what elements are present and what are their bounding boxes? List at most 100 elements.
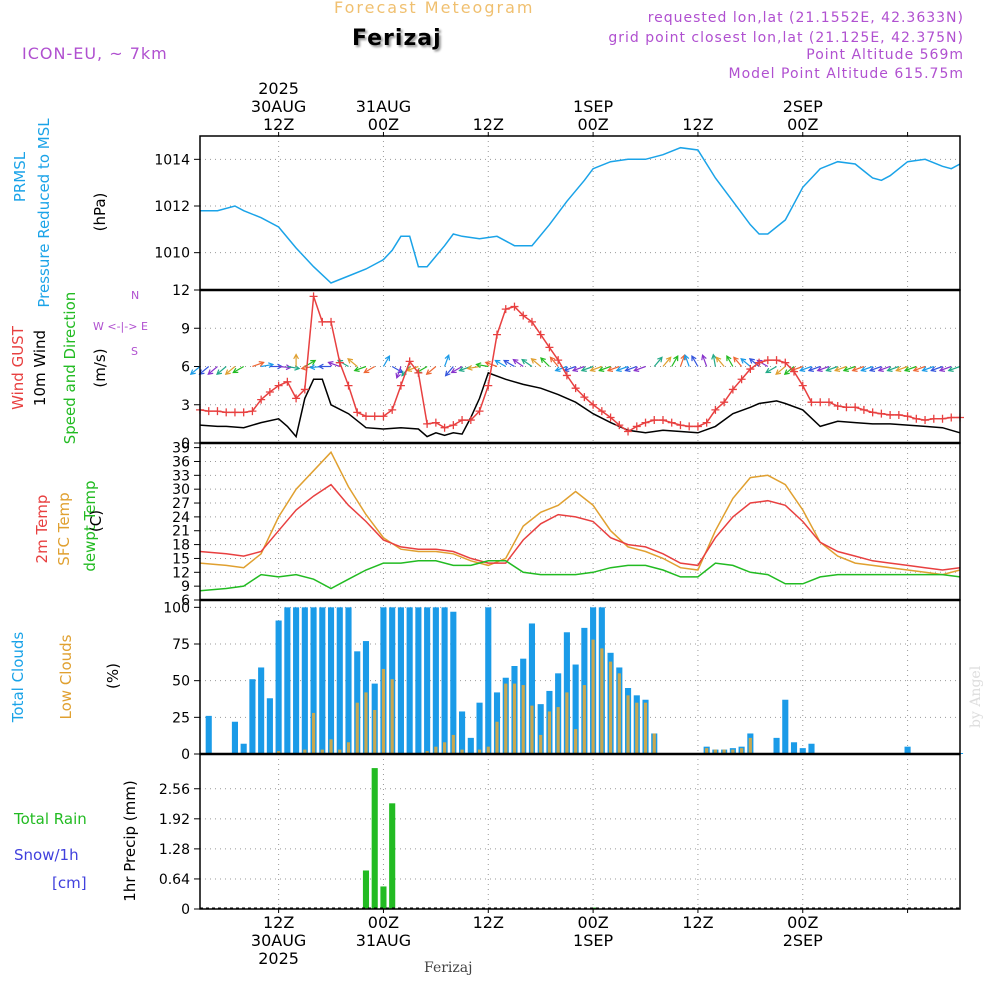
total-cloud-bar (441, 607, 448, 754)
low-cloud-bar (521, 685, 525, 754)
wind-arrow (555, 365, 568, 372)
dewpt-line (199, 560, 961, 592)
gust-marker (204, 407, 213, 416)
wind-arrow-head (258, 361, 265, 367)
gust-marker (807, 398, 816, 407)
wind-arrow (625, 365, 637, 372)
gust-marker (466, 416, 475, 425)
gust-marker (938, 414, 947, 423)
low-cloud-bar (303, 749, 307, 754)
low-cloud-bar (600, 648, 604, 754)
gust-marker (816, 398, 825, 407)
compass-south: S (131, 345, 138, 358)
wind-arrow (939, 365, 952, 372)
y-tick-label: 15 (172, 551, 190, 567)
gust-marker (440, 423, 449, 432)
wind-arrow-head (549, 356, 556, 363)
bottom-time-label: 2025 (258, 949, 299, 968)
gust-marker (737, 375, 746, 384)
wind-arrow (616, 365, 629, 372)
low-cloud-bar (434, 746, 438, 754)
y-tick-label: 2.56 (159, 782, 190, 798)
wind-arrow (590, 365, 603, 372)
wind-arrow-head (740, 357, 747, 364)
gust-marker (423, 419, 432, 428)
wind-arrow (712, 354, 716, 367)
gust-marker (414, 368, 423, 377)
wind-arrow (252, 361, 264, 368)
wind-arrow-head (606, 366, 614, 372)
low-cloud-bar (547, 711, 551, 754)
wind-arrow-head (912, 366, 919, 372)
total-cloud-bar (790, 742, 798, 754)
rain-bar (362, 870, 370, 909)
low-cloud-bar (512, 683, 517, 754)
gust-marker (370, 412, 379, 421)
gust-marker (562, 371, 571, 380)
bottom-time-label: 12Z (473, 913, 504, 932)
total-cloud-bar (904, 746, 911, 754)
gust-marker (519, 311, 528, 320)
y-tick-label: 27 (172, 496, 190, 512)
total-cloud-bar (205, 715, 212, 754)
wind-arrow (476, 363, 489, 368)
gust-marker (842, 403, 851, 412)
wind-arrow-head (458, 366, 465, 372)
station-name: Ferizaj (352, 26, 442, 51)
wind-arrow-head (733, 356, 739, 363)
total-cloud-bar (782, 699, 789, 754)
sfc-temp-line (199, 450, 961, 576)
total-cloud-bar (424, 607, 431, 754)
top-time-label: 00Z (577, 115, 608, 134)
gust-marker (746, 365, 755, 374)
wind-arrow (225, 366, 236, 375)
gust-marker (903, 412, 912, 421)
gust-marker (798, 381, 807, 390)
wind-arrow-head (216, 369, 223, 376)
gust-marker (449, 421, 458, 430)
total-cloud-bar (258, 667, 265, 754)
wind-arrow (451, 365, 463, 374)
model-name: ICON-EU, ~ 7km (22, 44, 168, 63)
wind-arrow (726, 355, 734, 367)
wind-arrow (607, 365, 620, 372)
gust-marker (947, 413, 956, 422)
wind-arrow-head (450, 367, 457, 374)
y-tick-label: 9 (181, 579, 190, 595)
gust-marker (702, 418, 711, 427)
wind-arrow (878, 365, 891, 372)
gust-marker (929, 414, 938, 423)
gust-marker (868, 408, 877, 417)
low-cloud-bar (320, 749, 324, 754)
wind-arrow (354, 365, 367, 372)
wind-arrow (232, 365, 244, 374)
total-cloud-bar (572, 664, 579, 754)
low-cloud-bar (748, 737, 752, 754)
total-cloud-bar (345, 607, 352, 754)
total-cloud-bar (397, 607, 404, 754)
gust-marker (309, 292, 318, 301)
wind-arrow-head (207, 369, 214, 376)
wind-arrow-head (580, 366, 587, 372)
wind-arrow (684, 355, 690, 367)
y-tick-label: 25 (172, 710, 190, 726)
wind-arrow (843, 365, 856, 372)
y-tick-label: 0 (181, 436, 190, 452)
wind-arrow (503, 359, 515, 368)
wind-arrow (913, 365, 926, 372)
y-tick-label: 1012 (154, 199, 190, 215)
y-tick-label: 1010 (154, 246, 190, 262)
gust-marker (790, 367, 799, 376)
wind-arrow (513, 359, 524, 367)
low-cloud-bar (713, 749, 717, 754)
low-cloud-bar (705, 748, 709, 754)
total-cloud-bar (327, 607, 335, 754)
gust-marker (728, 385, 737, 394)
gust-marker (388, 405, 397, 414)
wind-arrow (467, 365, 480, 370)
gust-marker (554, 356, 563, 365)
gust-marker (650, 416, 659, 425)
wind-arrow (765, 365, 777, 374)
wind-arrow (278, 365, 291, 369)
